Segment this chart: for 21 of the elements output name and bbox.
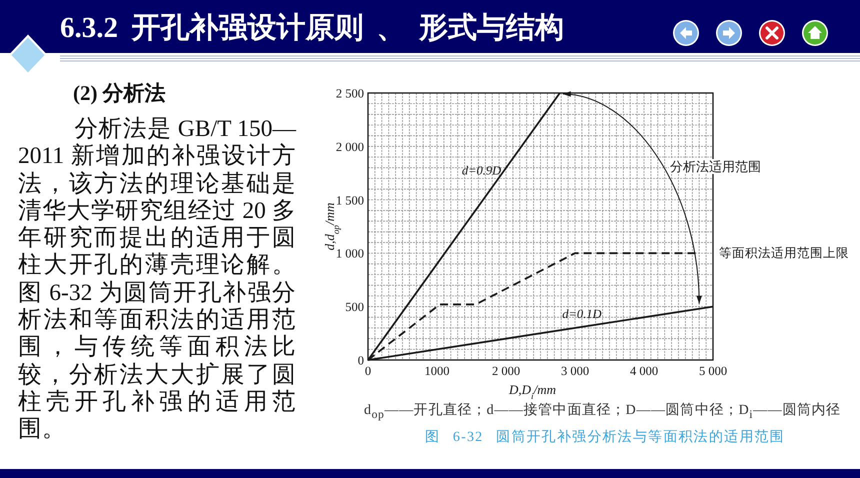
y-tick-label: 0 (358, 354, 364, 368)
x-axis-title: D,D$_{i}$/mm (508, 382, 556, 401)
caption: 图 6-32 圆筒开孔补强分析法与等面积法的适用范围 (425, 429, 785, 447)
series-label: 等面积法适用范围上限 (719, 246, 850, 260)
text: 分析法是 GB/T 150—2011 新增加的补强设计方法，该方法的理论基础是清华大学研究组经过 20 多年研究而提出的适用于圆柱大开孔的薄壳理论解。图 6-32 为圆筒开孔补强分析法和等面积法的适用范围，与传统等面积法比较，分析法大大扩展了圆柱壳开孔补强的适用范围。 (18, 116, 296, 442)
x-tick-label: 1000 (424, 364, 450, 378)
y-tick-label: 2 000 (336, 140, 364, 154)
x-tick-label: 4 000 (630, 364, 658, 378)
text: (2) 分析法 (73, 80, 166, 107)
series-label: d=0.1D (562, 306, 602, 321)
chart-title: 6.3.2 开孔补强设计原则 、 形式与结构 (60, 11, 564, 45)
text: d$_{op}$——开孔直径；d——接管中面直径；D——圆筒中径；D$_{i}$——圆筒内径 (364, 402, 841, 423)
x-tick-label: 2 000 (492, 364, 520, 378)
annotation: 分析法适用范围 (670, 159, 761, 174)
y-tick-label: 500 (345, 300, 364, 314)
series-label: d=0.9D (462, 163, 502, 178)
y-tick-label: 2 500 (336, 86, 364, 100)
x-tick-label: 5 000 (698, 364, 728, 378)
y-tick-label: 1 500 (336, 193, 364, 208)
y-tick-label: 1 000 (336, 246, 364, 261)
x-tick-label: 3 000 (560, 364, 590, 378)
